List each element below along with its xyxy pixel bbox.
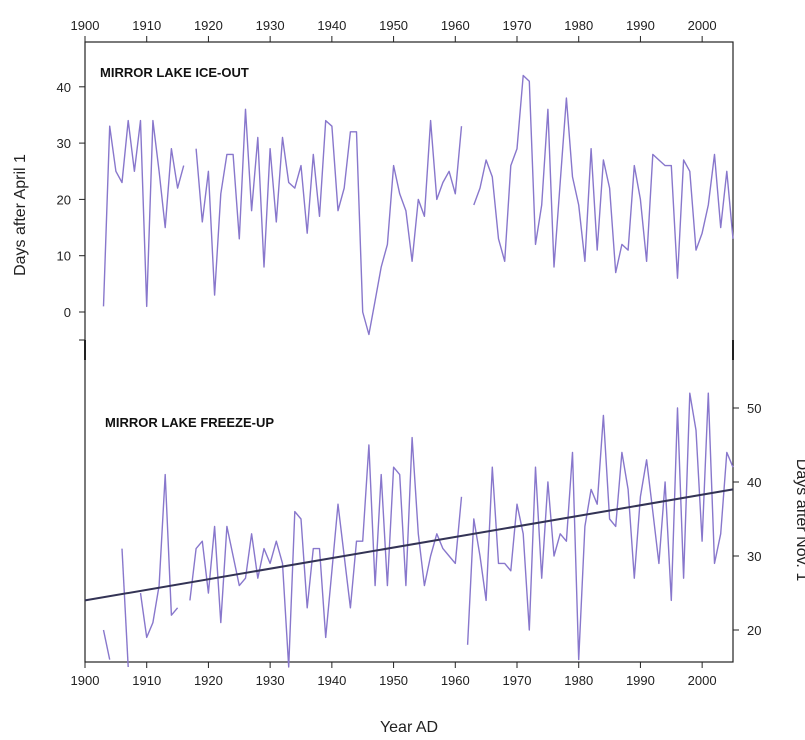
x-tick-label-top: 2000 [688, 18, 717, 33]
freeze-up-series-line [121, 548, 129, 668]
x-tick-label-bottom: 1990 [626, 673, 655, 688]
x-tick-label-top: 1990 [626, 18, 655, 33]
x-tick-label-top: 1900 [71, 18, 100, 33]
x-tick-label-top: 1940 [317, 18, 346, 33]
ice-out-series-line [473, 74, 734, 279]
freeze-up-y-tick-label: 20 [747, 623, 761, 638]
x-tick-label-top: 1920 [194, 18, 223, 33]
x-tick-label-bottom: 2000 [688, 673, 717, 688]
x-tick-label-top: 1930 [256, 18, 285, 33]
ice-out-series-line [102, 119, 185, 308]
x-tick-label-bottom: 1970 [503, 673, 532, 688]
x-tick-label-top: 1980 [564, 18, 593, 33]
x-tick-label-top: 1970 [503, 18, 532, 33]
x-tick-label-top: 1960 [441, 18, 470, 33]
x-tick-label-bottom: 1910 [132, 673, 161, 688]
x-tick-label-bottom: 1960 [441, 673, 470, 688]
x-tick-label-bottom: 1900 [71, 673, 100, 688]
plot-frame [84, 41, 734, 663]
x-tick-label-bottom: 1940 [317, 673, 346, 688]
ice-out-y-tick-label: 30 [57, 136, 71, 151]
ice-out-y-tick-label: 20 [57, 192, 71, 207]
freeze-up-y-tick-label: 40 [747, 475, 761, 490]
ice-out-series-line [195, 108, 463, 336]
freeze-up-y-axis-title: Days after Nov. 1 [793, 459, 805, 582]
freeze-up-series-line [102, 629, 111, 660]
x-tick-label-bottom: 1950 [379, 673, 408, 688]
freeze-up-series-line [466, 392, 734, 661]
ice-out-y-axis-title: Days after April 1 [12, 154, 29, 276]
freeze-up-trend-line [84, 488, 734, 602]
x-axis-title: Year AD [380, 719, 438, 736]
x-tick-label-top: 1910 [132, 18, 161, 33]
freeze-up-y-tick-label: 50 [747, 401, 761, 416]
ice-out-y-tick-label: 10 [57, 249, 71, 264]
freeze-up-y-tick-label: 30 [747, 549, 761, 564]
x-tick-label-bottom: 1930 [256, 673, 285, 688]
x-tick-label-top: 1950 [379, 18, 408, 33]
x-tick-label-bottom: 1980 [564, 673, 593, 688]
freeze-up-series-line [139, 473, 179, 639]
ice-out-title: MIRROR LAKE ICE-OUT [100, 65, 249, 80]
x-tick-label-bottom: 1920 [194, 673, 223, 688]
freeze-up-series-line [189, 436, 463, 668]
chart-marks: 1900 1900 1910 1910 1920 1920 1930 1930 1940 1940… [57, 18, 762, 688]
ice-out-y-tick-label: 0 [64, 305, 71, 320]
freeze-up-title: MIRROR LAKE FREEZE-UP [105, 415, 274, 430]
ice-out-y-tick-label: 40 [57, 80, 71, 95]
